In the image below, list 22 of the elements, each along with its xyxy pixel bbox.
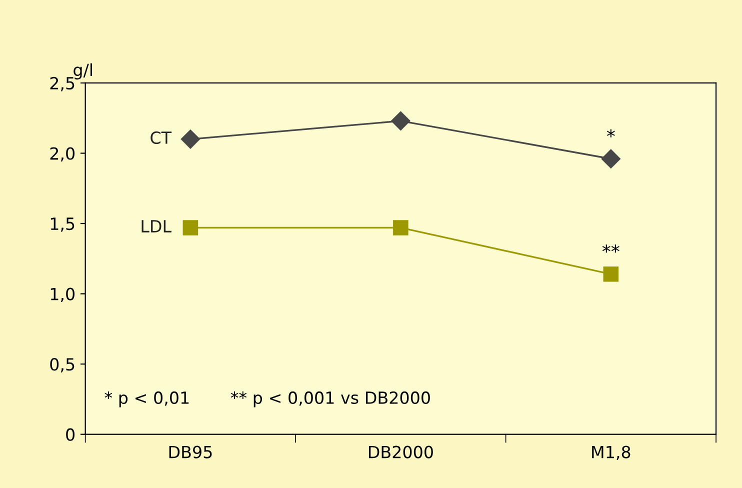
y-axis-title: g/l xyxy=(74,63,92,80)
point xyxy=(393,220,408,236)
point xyxy=(180,130,200,149)
annotation: * p < 0,01 xyxy=(104,391,189,408)
y-tick-label: 2,5 xyxy=(50,76,74,92)
y-tick-label: 2,0 xyxy=(50,147,74,162)
y-tick-label: 0 xyxy=(66,428,74,441)
y-tick-label: 1,0 xyxy=(50,288,74,302)
point xyxy=(603,266,619,282)
series-label: LDL xyxy=(142,220,172,232)
point xyxy=(601,149,620,168)
annotation: ** xyxy=(602,244,620,253)
x-tick-label: DB95 xyxy=(169,446,212,458)
annotation: ** p < 0,001 vs DB2000 xyxy=(230,391,430,408)
annotation: * xyxy=(606,129,615,138)
x-tick-label: M1,8 xyxy=(592,446,630,460)
point xyxy=(391,111,410,130)
y-tick-label: 0,5 xyxy=(50,358,74,372)
y-tick-label: 1,5 xyxy=(50,218,74,232)
series-label: CT xyxy=(150,131,172,144)
x-tick-label: DB2000 xyxy=(368,446,433,458)
point xyxy=(182,220,198,236)
